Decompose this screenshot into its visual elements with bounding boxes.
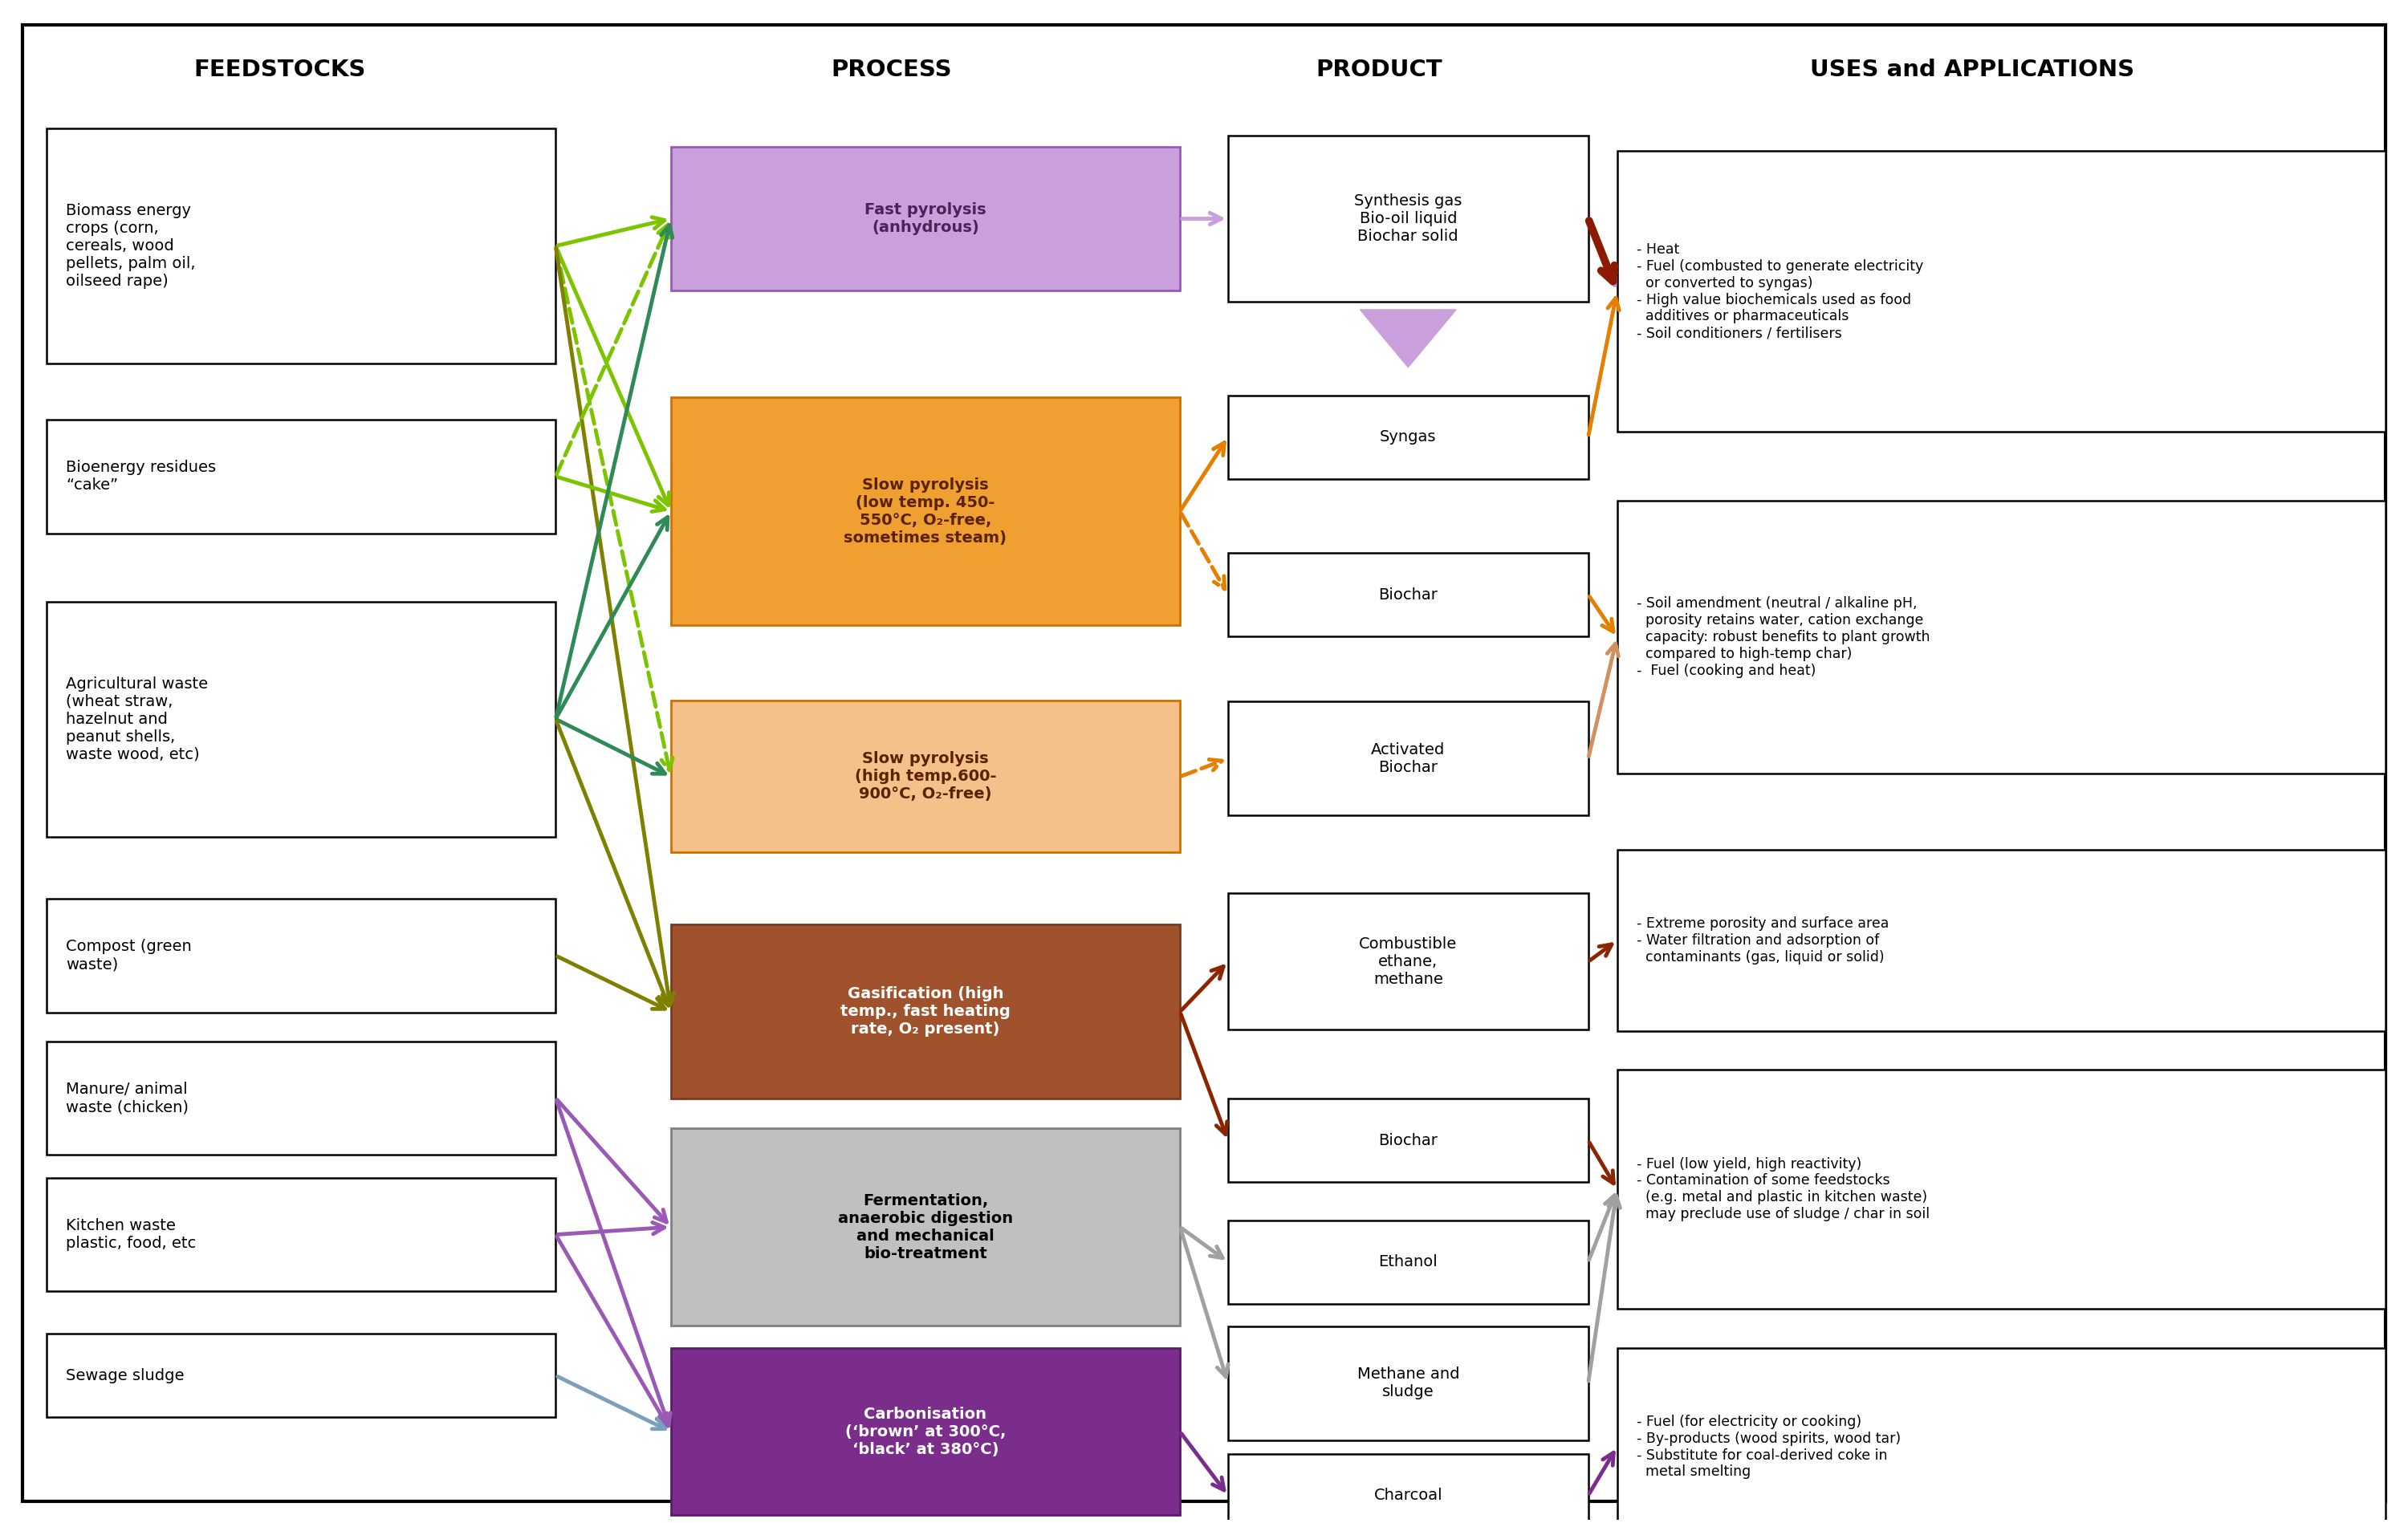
FancyBboxPatch shape [672, 701, 1180, 853]
Text: Carbonisation
(‘brown’ at 300°C,
‘black’ at 380°C): Carbonisation (‘brown’ at 300°C, ‘black’… [845, 1406, 1007, 1458]
FancyBboxPatch shape [672, 924, 1180, 1100]
Text: Biomass energy
crops (corn,
cereals, wood
pellets, palm oil,
oilseed rape): Biomass energy crops (corn, cereals, woo… [65, 203, 195, 289]
FancyBboxPatch shape [46, 1042, 556, 1154]
Text: Fast pyrolysis
(anhydrous): Fast pyrolysis (anhydrous) [864, 203, 987, 235]
Text: PROCESS: PROCESS [831, 59, 951, 81]
FancyBboxPatch shape [672, 398, 1180, 624]
FancyBboxPatch shape [1228, 1453, 1589, 1523]
Text: FEEDSTOCKS: FEEDSTOCKS [193, 59, 366, 81]
Text: Methane and
sludge: Methane and sludge [1358, 1366, 1459, 1400]
FancyBboxPatch shape [1228, 1100, 1589, 1182]
Text: Manure/ animal
waste (chicken): Manure/ animal waste (chicken) [65, 1081, 188, 1115]
Text: Fermentation,
anaerobic digestion
and mechanical
bio-treatment: Fermentation, anaerobic digestion and me… [838, 1193, 1014, 1261]
Text: - Soil amendment (neutral / alkaline pH,
  porosity retains water, cation exchan: - Soil amendment (neutral / alkaline pH,… [1637, 597, 1929, 678]
Text: Sewage sludge: Sewage sludge [65, 1368, 183, 1383]
FancyBboxPatch shape [1618, 501, 2386, 774]
Text: Bioenergy residues
“cake”: Bioenergy residues “cake” [65, 460, 217, 493]
FancyBboxPatch shape [1228, 702, 1589, 815]
FancyBboxPatch shape [1228, 396, 1589, 478]
Text: - Fuel (for electricity or cooking)
- By-products (wood spirits, wood tar)
- Sub: - Fuel (for electricity or cooking) - By… [1637, 1415, 1900, 1479]
FancyBboxPatch shape [1228, 1220, 1589, 1304]
FancyBboxPatch shape [1228, 1327, 1589, 1441]
FancyBboxPatch shape [46, 1334, 556, 1418]
FancyBboxPatch shape [22, 24, 2386, 1502]
FancyBboxPatch shape [1618, 1348, 2386, 1523]
FancyBboxPatch shape [672, 1348, 1180, 1515]
Text: Slow pyrolysis
(high temp.600-
900°C, O₂-free): Slow pyrolysis (high temp.600- 900°C, O₂… [855, 751, 997, 803]
FancyBboxPatch shape [1618, 151, 2386, 431]
Text: Biochar: Biochar [1377, 586, 1438, 602]
Text: - Fuel (low yield, high reactivity)
- Contamination of some feedstocks
  (e.g. m: - Fuel (low yield, high reactivity) - Co… [1637, 1157, 1929, 1221]
Text: Kitchen waste
plastic, food, etc: Kitchen waste plastic, food, etc [65, 1218, 195, 1250]
Text: PRODUCT: PRODUCT [1317, 59, 1442, 81]
Text: Biochar: Biochar [1377, 1133, 1438, 1148]
FancyBboxPatch shape [46, 602, 556, 836]
Text: USES and APPLICATIONS: USES and APPLICATIONS [1811, 59, 2133, 81]
FancyBboxPatch shape [1228, 136, 1589, 302]
FancyBboxPatch shape [1618, 850, 2386, 1031]
Text: Activated
Biochar: Activated Biochar [1370, 742, 1445, 775]
Text: Agricultural waste
(wheat straw,
hazelnut and
peanut shells,
waste wood, etc): Agricultural waste (wheat straw, hazelnu… [65, 676, 207, 762]
Text: Charcoal: Charcoal [1373, 1488, 1442, 1503]
FancyBboxPatch shape [46, 1177, 556, 1292]
FancyBboxPatch shape [46, 899, 556, 1013]
FancyBboxPatch shape [46, 128, 556, 364]
Text: Slow pyrolysis
(low temp. 450-
550°C, O₂-free,
sometimes steam): Slow pyrolysis (low temp. 450- 550°C, O₂… [843, 477, 1007, 545]
FancyBboxPatch shape [1618, 1069, 2386, 1308]
Text: Synthesis gas
Bio-oil liquid
Biochar solid: Synthesis gas Bio-oil liquid Biochar sol… [1353, 193, 1462, 244]
FancyBboxPatch shape [1228, 894, 1589, 1030]
Text: Ethanol: Ethanol [1377, 1255, 1438, 1270]
FancyBboxPatch shape [672, 1129, 1180, 1325]
FancyBboxPatch shape [672, 146, 1180, 291]
Text: - Heat
- Fuel (combusted to generate electricity
  or converted to syngas)
- Hig: - Heat - Fuel (combusted to generate ele… [1637, 242, 1924, 341]
Text: Gasification (high
temp., fast heating
rate, O₂ present): Gasification (high temp., fast heating r… [840, 987, 1011, 1037]
FancyBboxPatch shape [46, 419, 556, 533]
Polygon shape [1361, 309, 1457, 367]
Text: Combustible
ethane,
methane: Combustible ethane, methane [1358, 937, 1457, 987]
Text: Compost (green
waste): Compost (green waste) [65, 940, 193, 972]
Text: - Extreme porosity and surface area
- Water filtration and adsorption of
  conta: - Extreme porosity and surface area - Wa… [1637, 917, 1888, 964]
FancyBboxPatch shape [1228, 553, 1589, 637]
Text: Syngas: Syngas [1380, 429, 1438, 445]
